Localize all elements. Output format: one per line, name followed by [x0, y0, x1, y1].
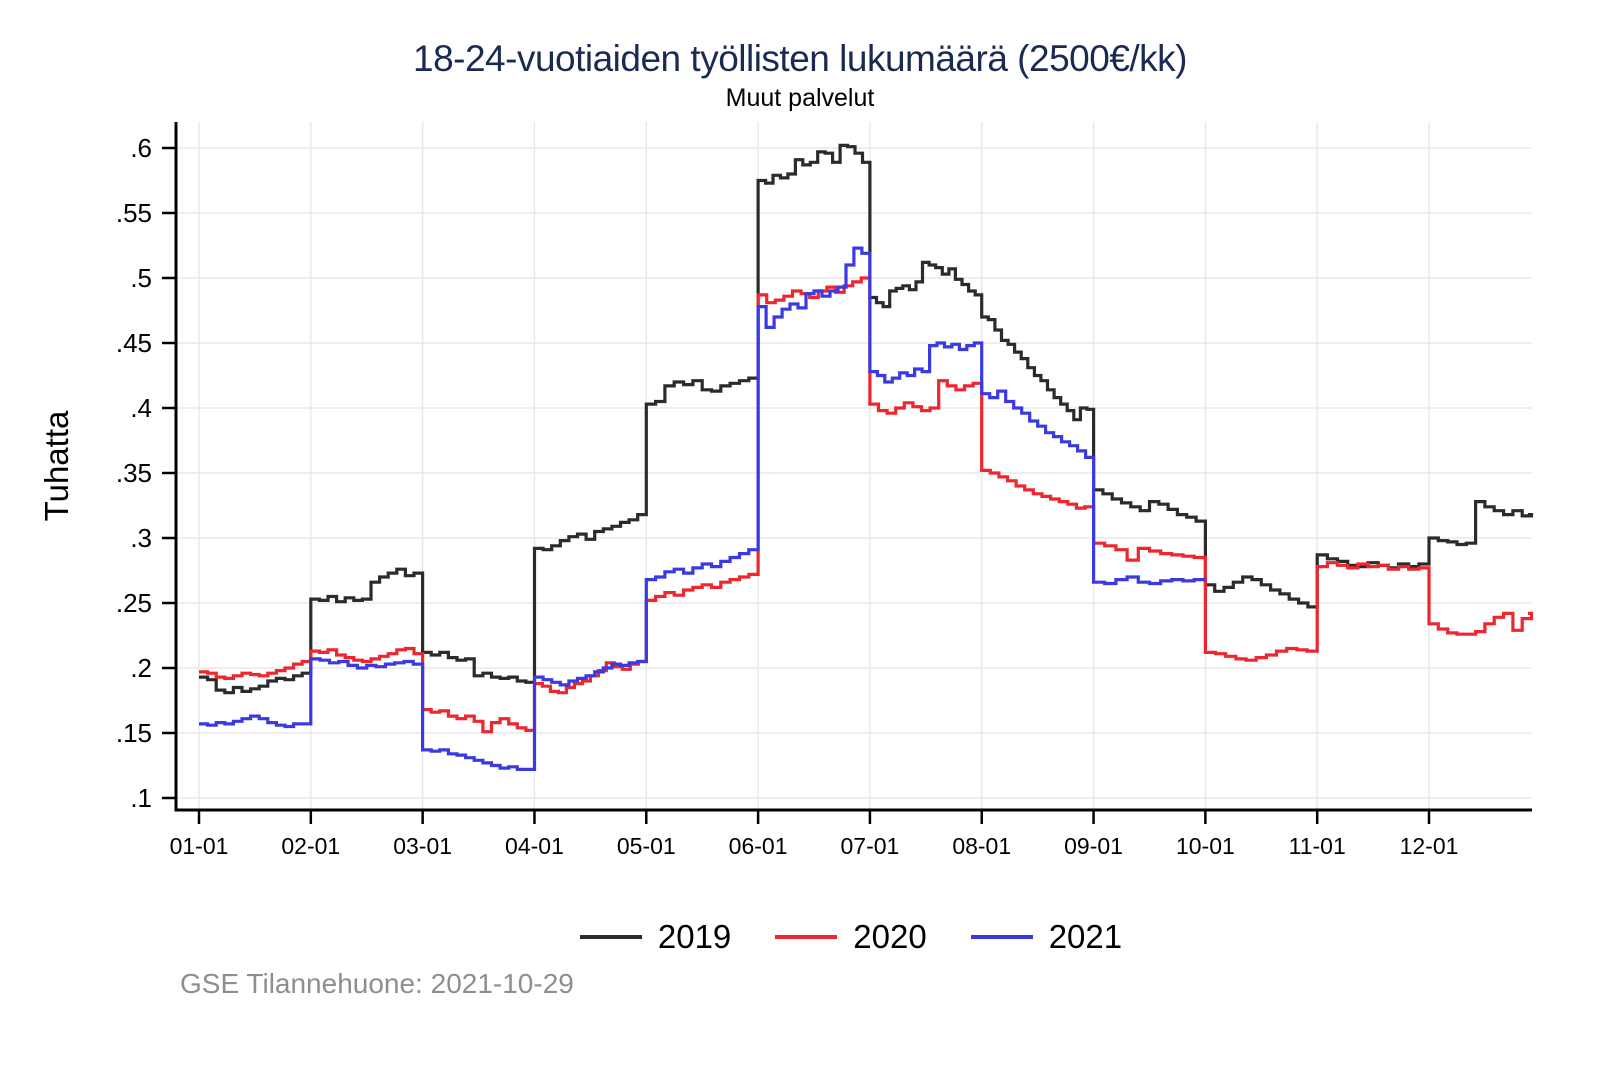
x-tick-label: 07-01 — [841, 833, 900, 859]
y-tick-label: .5 — [130, 263, 152, 293]
x-tick-label: 08-01 — [952, 833, 1011, 859]
y-axis-title: Tuhatta — [38, 410, 75, 521]
series-line-2019 — [199, 143, 1534, 695]
x-tick-label: 06-01 — [729, 833, 788, 859]
series-line-2020 — [199, 276, 1534, 734]
chart-subtitle: Muut palvelut — [725, 84, 875, 112]
x-tick-label: 01-01 — [170, 833, 229, 859]
source-caption: GSE Tilannehuone: 2021-10-29 — [180, 968, 574, 999]
chart-title: 18-24-vuotiaiden työllisten lukumäärä (2… — [413, 38, 1188, 79]
legend-line-sample-2021 — [970, 935, 1033, 939]
series-line-2021 — [199, 246, 1206, 771]
y-tick-label: .4 — [130, 393, 152, 423]
x-tick-label: 11-01 — [1289, 833, 1346, 859]
y-tick-label: .35 — [116, 458, 152, 488]
y-tick-label: .25 — [116, 588, 152, 618]
x-tick-label: 12-01 — [1400, 833, 1459, 859]
legend-entry-2019: 2019 — [579, 918, 732, 956]
x-tick-label: 10-01 — [1176, 833, 1235, 859]
x-tick-label: 04-01 — [505, 833, 564, 859]
y-tick-label: .1 — [130, 783, 152, 813]
y-tick-label: .45 — [116, 328, 152, 358]
legend-label-2019: 2019 — [657, 918, 732, 955]
x-tick-label: 09-01 — [1064, 833, 1123, 859]
y-tick-label: .3 — [130, 523, 152, 553]
legend-entry-2021: 2021 — [970, 918, 1123, 956]
legend-line-sample-2019 — [579, 935, 642, 939]
legend: 2019 2020 2021 — [170, 918, 1532, 956]
x-tick-label: 05-01 — [617, 833, 676, 859]
legend-line-sample-2020 — [775, 935, 838, 939]
y-tick-label: .6 — [130, 133, 152, 163]
y-tick-label: .55 — [116, 198, 152, 228]
x-tick-label: 02-01 — [281, 833, 340, 859]
y-tick-label: .15 — [116, 718, 152, 748]
y-tick-label: .2 — [130, 653, 152, 683]
legend-label-2021: 2021 — [1048, 918, 1123, 955]
legend-label-2020: 2020 — [853, 918, 927, 955]
legend-entry-2020: 2020 — [775, 918, 927, 956]
x-tick-label: 03-01 — [393, 833, 452, 859]
